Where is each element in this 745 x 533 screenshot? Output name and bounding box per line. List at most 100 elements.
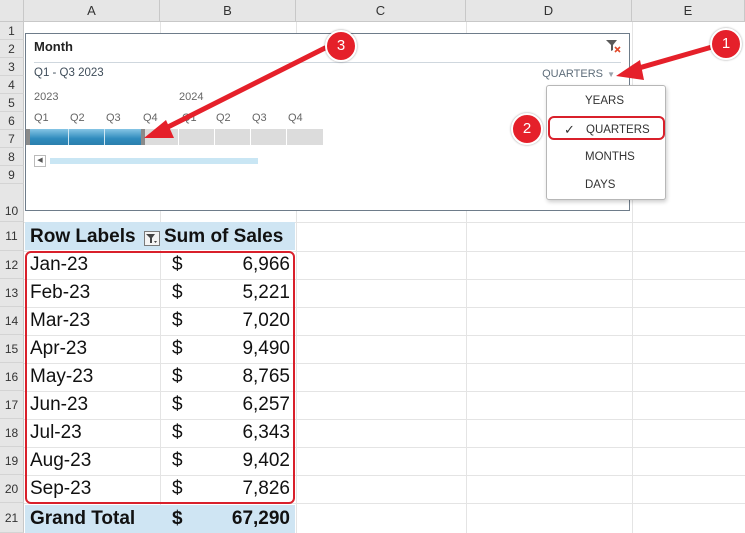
gridline (24, 391, 745, 392)
sales-value[interactable]: 8,765 (242, 366, 290, 387)
currency-symbol: $ (172, 338, 183, 359)
timeline-period-q1-2023[interactable] (26, 129, 69, 145)
gridline (24, 503, 745, 504)
timeline-period-q2-2024[interactable] (215, 129, 251, 145)
highlight-box-pivot-rows (25, 251, 295, 504)
sales-value[interactable]: 6,343 (242, 422, 290, 443)
grand-total-value: 67,290 (231, 508, 290, 529)
timeline-start-handle[interactable] (26, 129, 30, 145)
gridline (24, 251, 745, 252)
column-header-a[interactable]: A (24, 0, 160, 22)
slicer-title: Month (34, 39, 73, 54)
row-label[interactable]: Apr-23 (30, 338, 88, 359)
selected-range-label: Q1 - Q3 2023 (34, 67, 104, 79)
menu-item-label: QUARTERS (586, 124, 650, 136)
row-label[interactable]: Feb-23 (30, 282, 91, 303)
row-header-17[interactable]: 17 (0, 391, 24, 419)
quarter-label: Q3 (106, 112, 121, 124)
row-header-2[interactable]: 2 (0, 40, 24, 58)
row-header-8[interactable]: 8 (0, 148, 24, 166)
row-header-7[interactable]: 7 (0, 130, 24, 148)
menu-item-years[interactable]: YEARS (585, 95, 624, 107)
timeline-period-q1-2024[interactable] (179, 129, 215, 145)
row-header-19[interactable]: 19 (0, 447, 24, 475)
row-header-15[interactable]: 15 (0, 335, 24, 363)
gridline (24, 222, 745, 223)
row-label[interactable]: Sep-23 (30, 478, 92, 499)
row-header-20[interactable]: 20 (0, 475, 24, 503)
year-label-2023: 2023 (34, 91, 59, 103)
menu-item-months[interactable]: MONTHS (585, 151, 635, 163)
currency-symbol: $ (172, 366, 183, 387)
currency-symbol: $ (172, 450, 183, 471)
currency-symbol: $ (172, 394, 183, 415)
row-header-13[interactable]: 13 (0, 279, 24, 307)
sales-value[interactable]: 7,020 (242, 310, 290, 331)
row-label[interactable]: May-23 (30, 366, 94, 387)
row-label[interactable]: Jun-23 (30, 394, 89, 415)
filter-icon[interactable] (144, 231, 160, 246)
sum-of-sales-header: Sum of Sales (164, 226, 284, 247)
menu-item-quarters[interactable]: ✓ QUARTERS (548, 116, 665, 140)
row-label[interactable]: Aug-23 (30, 450, 92, 471)
row-header-6[interactable]: 6 (0, 112, 24, 130)
checkmark-icon: ✓ (564, 122, 575, 137)
row-header-3[interactable]: 3 (0, 58, 24, 76)
gridline (24, 335, 745, 336)
row-header-1[interactable]: 1 (0, 22, 24, 40)
currency-symbol: $ (172, 478, 183, 499)
timeline-period-q4-2024[interactable] (287, 129, 324, 145)
sales-value[interactable]: 9,402 (242, 450, 290, 471)
column-header-c[interactable]: C (296, 0, 466, 22)
scroll-left-icon[interactable]: ◀ (34, 155, 46, 167)
gridline (160, 22, 161, 533)
row-header-18[interactable]: 18 (0, 419, 24, 447)
column-header-b[interactable]: B (160, 0, 296, 22)
quarter-label: Q4 (143, 112, 158, 124)
arrow-3-head (144, 120, 174, 138)
gridline (24, 279, 745, 280)
slicer-divider (34, 62, 621, 63)
sales-value[interactable]: 9,490 (242, 338, 290, 359)
row-header-9[interactable]: 9 (0, 166, 24, 184)
select-all-corner[interactable] (0, 0, 24, 22)
timeline-end-handle[interactable] (141, 129, 145, 145)
sales-value[interactable]: 5,221 (242, 282, 290, 303)
quarter-label: Q4 (288, 112, 303, 124)
sales-value[interactable]: 7,826 (242, 478, 290, 499)
timeline-scrollbar[interactable] (50, 158, 258, 164)
row-header-16[interactable]: 16 (0, 363, 24, 391)
time-level-dropdown[interactable]: QUARTERS (542, 68, 603, 80)
row-header-11[interactable]: 11 (0, 222, 24, 251)
sales-value[interactable]: 6,966 (242, 254, 290, 275)
quarter-label: Q3 (252, 112, 267, 124)
clear-filter-icon[interactable] (605, 39, 621, 53)
gridline (24, 307, 745, 308)
row-header-10[interactable]: 10 (0, 184, 24, 222)
gridline (632, 22, 633, 533)
row-header-5[interactable]: 5 (0, 94, 24, 112)
arrow-1 (629, 44, 715, 73)
year-label-2024: 2024 (179, 91, 204, 103)
row-label[interactable]: Mar-23 (30, 310, 91, 331)
column-header-d[interactable]: D (466, 0, 632, 22)
quarter-label: Q1 (34, 112, 49, 124)
row-label[interactable]: Jan-23 (30, 254, 89, 275)
row-labels-header: Row Labels (30, 226, 136, 247)
timeline-period-q2-2023[interactable] (69, 129, 105, 145)
arrow-3 (159, 45, 328, 133)
sales-value[interactable]: 6,257 (242, 394, 290, 415)
callout-badge-3: 3 (325, 30, 357, 62)
gridline (24, 419, 745, 420)
currency-symbol: $ (172, 310, 183, 331)
row-header-4[interactable]: 4 (0, 76, 24, 94)
row-label[interactable]: Jul-23 (30, 422, 82, 443)
menu-item-days[interactable]: DAYS (585, 179, 616, 191)
row-header-14[interactable]: 14 (0, 307, 24, 335)
timeline-slicer[interactable]: Month Q1 - Q3 2023 QUARTERS ▼ 2023 2024 … (25, 33, 630, 211)
chevron-down-icon[interactable]: ▼ (607, 70, 615, 79)
timeline-period-q3-2024[interactable] (251, 129, 287, 145)
row-header-12[interactable]: 12 (0, 251, 24, 279)
gridline (24, 475, 745, 476)
